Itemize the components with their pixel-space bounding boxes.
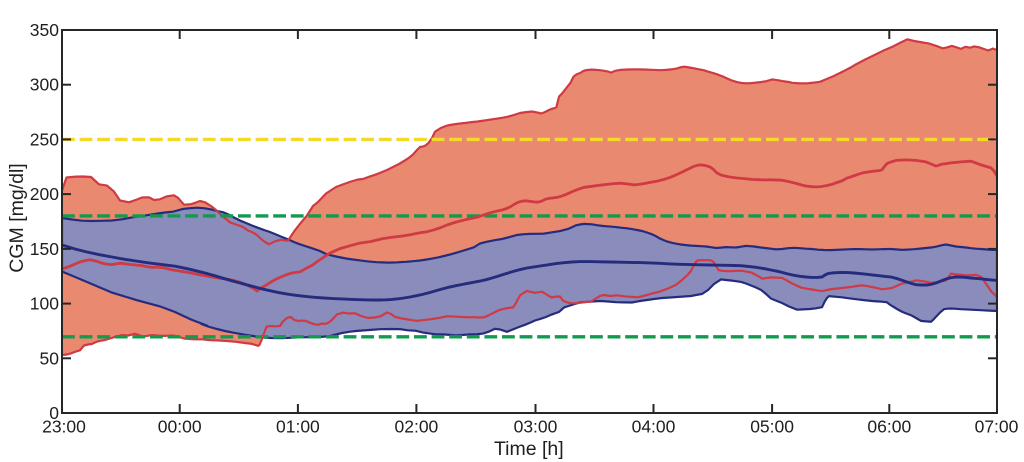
svg-text:100: 100 (30, 294, 59, 314)
svg-text:150: 150 (30, 239, 59, 259)
svg-text:05:00: 05:00 (750, 417, 794, 437)
svg-text:02:00: 02:00 (395, 417, 439, 437)
svg-text:03:00: 03:00 (514, 417, 558, 437)
svg-text:04:00: 04:00 (632, 417, 676, 437)
svg-text:01:00: 01:00 (276, 417, 320, 437)
svg-text:50: 50 (40, 348, 60, 368)
svg-text:350: 350 (30, 20, 59, 40)
svg-text:0: 0 (49, 403, 59, 423)
svg-text:250: 250 (30, 129, 59, 149)
svg-text:06:00: 06:00 (867, 417, 911, 437)
svg-text:00:00: 00:00 (158, 417, 202, 437)
svg-text:23:00: 23:00 (42, 417, 86, 437)
svg-text:Time [h]: Time [h] (494, 438, 564, 460)
svg-text:07:00: 07:00 (975, 417, 1019, 437)
svg-text:300: 300 (30, 75, 59, 95)
svg-text:CGM [mg/dl]: CGM [mg/dl] (6, 163, 28, 272)
svg-text:200: 200 (30, 184, 59, 204)
